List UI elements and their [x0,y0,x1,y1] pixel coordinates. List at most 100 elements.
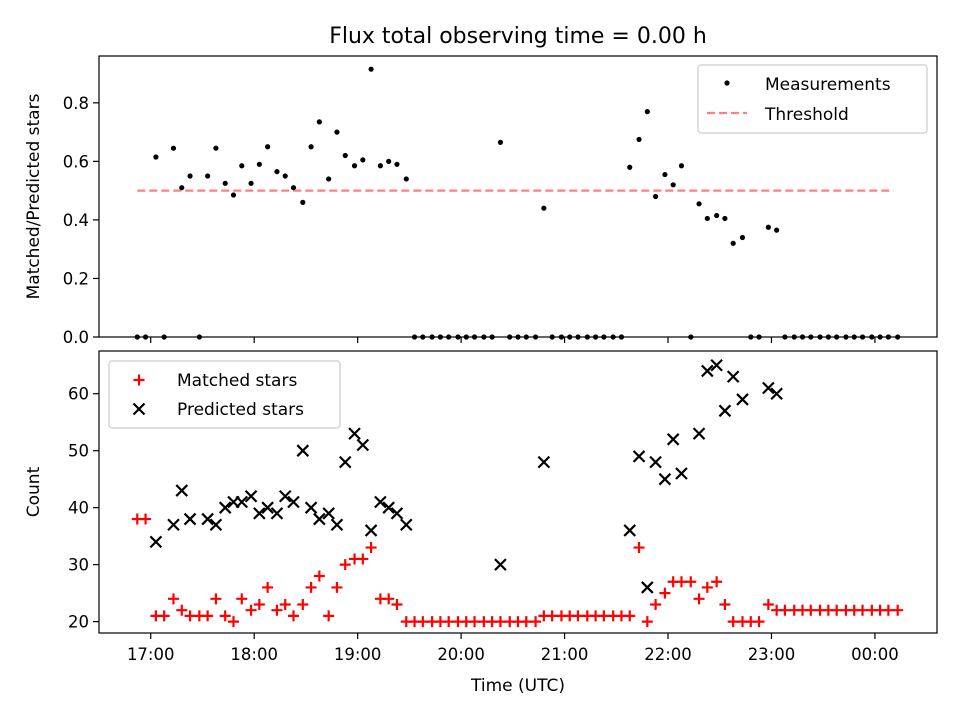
measurement-point [342,152,348,159]
x-tick-label: 23:00 [748,645,796,664]
measurement-point [386,158,392,164]
y-tick-label: 60 [68,385,89,404]
matched-point [236,593,248,605]
matched-point [530,616,542,628]
x-tick-label: 22:00 [644,645,692,664]
predicted-point [296,444,310,457]
matched-point [443,616,455,628]
matched-point [633,542,645,554]
measurement-point [377,163,384,169]
measurement-point [652,193,659,200]
matched-point [675,576,687,588]
measurement-point [239,163,245,169]
measurement-point [274,169,280,175]
matched-point [685,576,697,588]
y-tick-label: 40 [68,499,89,518]
matched-point [520,616,532,628]
predicted-point [641,581,654,594]
legend: Matched stars Predicted stars [108,360,341,429]
x-tick-label: 21:00 [541,645,589,664]
measurement-point [222,180,228,186]
predicted-point [175,484,189,497]
matched-point [831,604,843,616]
matched-point [140,513,152,525]
y-tick-label: 20 [68,613,89,632]
predicted-point [348,427,361,440]
y-tick-label: 0.0 [63,328,89,347]
chart-title: Flux total observing time = 0.00 h [329,24,707,49]
measurement-point [704,215,710,222]
measurement-point [282,173,288,179]
legend-marker-matched [133,374,145,386]
predicted-point [666,433,680,446]
predicted-point [313,512,326,526]
y-tick-label: 0.6 [63,152,89,171]
predicted-point [209,518,223,532]
y-tick-label: 0.8 [63,94,89,113]
predicted-point [261,501,274,514]
measurement-point [394,161,400,167]
matched-point [391,599,403,611]
predicted-point [330,518,344,532]
x-axis-label: Time (UTC) [470,676,565,696]
measurement-point [170,145,177,151]
legend-box [108,360,341,429]
matched-point [262,581,274,593]
y-tick-label: 30 [68,556,89,575]
legend-label-measurements: Measurements [765,75,891,95]
matched-point [494,616,506,628]
predicted-point [356,438,370,452]
measurement-point [739,234,746,241]
legend-box [697,64,928,134]
measurement-point [179,185,185,191]
matched-point [253,599,265,611]
measurement-point [670,182,676,188]
matched-point [245,604,257,616]
predicted-point [278,489,292,503]
matched-point [365,542,377,554]
axes-frame [98,55,938,338]
predicted-point [322,507,335,520]
predicted-point [304,501,318,514]
matched-point [624,610,636,622]
measurement-point [230,192,237,198]
measurement-point [662,171,668,178]
x-tick-label: 20:00 [437,645,485,664]
matched-point [727,616,739,628]
predicted-point [632,450,646,463]
matched-point [650,599,662,611]
matched-point [892,604,904,616]
matched-point [882,604,894,616]
matched-point [753,616,765,628]
measurement-point [265,144,271,150]
axes-frame [98,350,938,634]
predicted-point [235,495,249,509]
measurement-point [636,136,642,143]
predicted-point [183,512,197,526]
matched-point [641,616,653,628]
predicted-point [244,489,258,503]
predicted-point [399,518,413,532]
predicted-point [726,370,740,383]
predicted-point [364,524,378,537]
matched-point [339,559,351,571]
measurement-point [627,164,633,170]
measurement-point [290,185,297,191]
predicted-point [736,393,749,406]
matched-point [701,581,713,593]
measurement-point [326,176,332,182]
y-tick-label: 0.4 [63,211,89,230]
x-tick-label: 18:00 [230,645,278,664]
matched-point [572,610,584,622]
measurement-point [351,163,358,169]
measurement-point [368,66,374,72]
legend-marker-predicted [132,402,146,416]
matched-point [659,587,671,599]
legend-label-matched: Matched stars [177,371,297,391]
y-tick-label: 0.2 [63,269,89,288]
predicted-point [218,501,232,514]
matched-point [210,593,222,605]
matched-point [305,581,317,593]
matched-point [279,599,291,611]
